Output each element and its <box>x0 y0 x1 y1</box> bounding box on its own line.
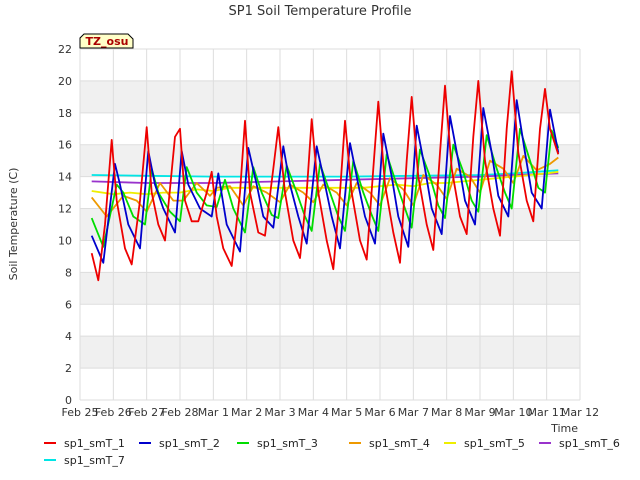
legend-item-sp1_smT_6: sp1_smT_6 <box>539 436 620 450</box>
x-tick-label: Mar 3 <box>264 406 295 419</box>
legend-label: sp1_smT_7 <box>64 453 125 467</box>
y-tick-label: 18 <box>58 107 72 120</box>
y-tick-label: 0 <box>65 394 72 407</box>
grid-band <box>80 208 580 241</box>
chart-title: SP1 Soil Temperature Profile <box>229 4 412 19</box>
legend-item-sp1_smT_2: sp1_smT_2 <box>139 436 220 450</box>
series-line-sp1_smT_1 <box>90 70 560 282</box>
x-tick-label: Feb 27 <box>128 406 165 419</box>
grid-bands <box>80 80 580 369</box>
y-tick-label: 6 <box>65 298 72 311</box>
grid-band <box>80 336 580 369</box>
legend-swatch <box>139 442 151 444</box>
x-tick-label: Mar 10 <box>494 406 532 419</box>
x-tick-label: Mar 5 <box>331 406 362 419</box>
grid-band <box>80 80 580 113</box>
x-tick-label: Mar 11 <box>528 406 566 419</box>
legend-label: sp1_smT_5 <box>464 436 525 450</box>
x-tick-label: Mar 2 <box>231 406 262 419</box>
legend-swatch <box>349 442 361 444</box>
annotation-text: TZ_osu <box>86 35 129 48</box>
y-tick-label: 22 <box>58 43 72 56</box>
x-tick-label: Mar 1 <box>198 406 229 419</box>
x-tick-label: Mar 8 <box>431 406 462 419</box>
x-axis-label: Time <box>550 422 578 435</box>
legend-label: sp1_smT_4 <box>369 436 430 450</box>
x-tick-label: Feb 25 <box>62 406 99 419</box>
y-tick-label: 20 <box>58 75 72 88</box>
legend-swatch <box>444 442 456 444</box>
x-tick-label: Mar 6 <box>364 406 395 419</box>
y-tick-label: 8 <box>65 266 72 279</box>
legend-label: sp1_smT_2 <box>159 436 220 450</box>
x-tick-label: Mar 7 <box>398 406 429 419</box>
y-tick-label: 10 <box>58 234 72 247</box>
legend-swatch <box>539 442 551 444</box>
legend-item-sp1_smT_5: sp1_smT_5 <box>444 436 525 450</box>
annotation-badge: TZ_osu <box>79 33 134 49</box>
legend-label: sp1_smT_3 <box>257 436 318 450</box>
legend-item-sp1_smT_7: sp1_smT_7 <box>44 453 125 467</box>
x-tick-label: Mar 4 <box>298 406 329 419</box>
y-tick-label: 4 <box>65 330 72 343</box>
legend-item-sp1_smT_1: sp1_smT_1 <box>44 436 125 450</box>
y-axis-label: Soil Temperature (C) <box>7 168 20 281</box>
legend-swatch <box>237 442 249 444</box>
x-tick-label: Feb 28 <box>162 406 199 419</box>
grid-band <box>80 272 580 305</box>
y-tick-label: 12 <box>58 203 72 216</box>
y-ticks: 0 2 4 6 8 10 12 14 16 18 20 22 <box>58 43 72 407</box>
y-tick-label: 2 <box>65 362 72 375</box>
x-tick-label: Mar 9 <box>464 406 495 419</box>
x-tick-label: Mar 12 <box>561 406 599 419</box>
legend-item-sp1_smT_3: sp1_smT_3 <box>237 436 318 450</box>
y-tick-label: 14 <box>58 171 72 184</box>
legend-swatch <box>44 459 56 461</box>
legend-label: sp1_smT_1 <box>64 436 125 450</box>
legend-label: sp1_smT_6 <box>559 436 620 450</box>
legend-item-sp1_smT_4: sp1_smT_4 <box>349 436 430 450</box>
x-tick-label: Feb 26 <box>95 406 132 419</box>
series-line-sp1_smT_2 <box>90 99 560 264</box>
legend-swatch <box>44 442 56 444</box>
y-tick-label: 16 <box>58 139 72 152</box>
series-line-sp1_smT_4 <box>90 154 559 218</box>
series-layer <box>90 70 560 282</box>
